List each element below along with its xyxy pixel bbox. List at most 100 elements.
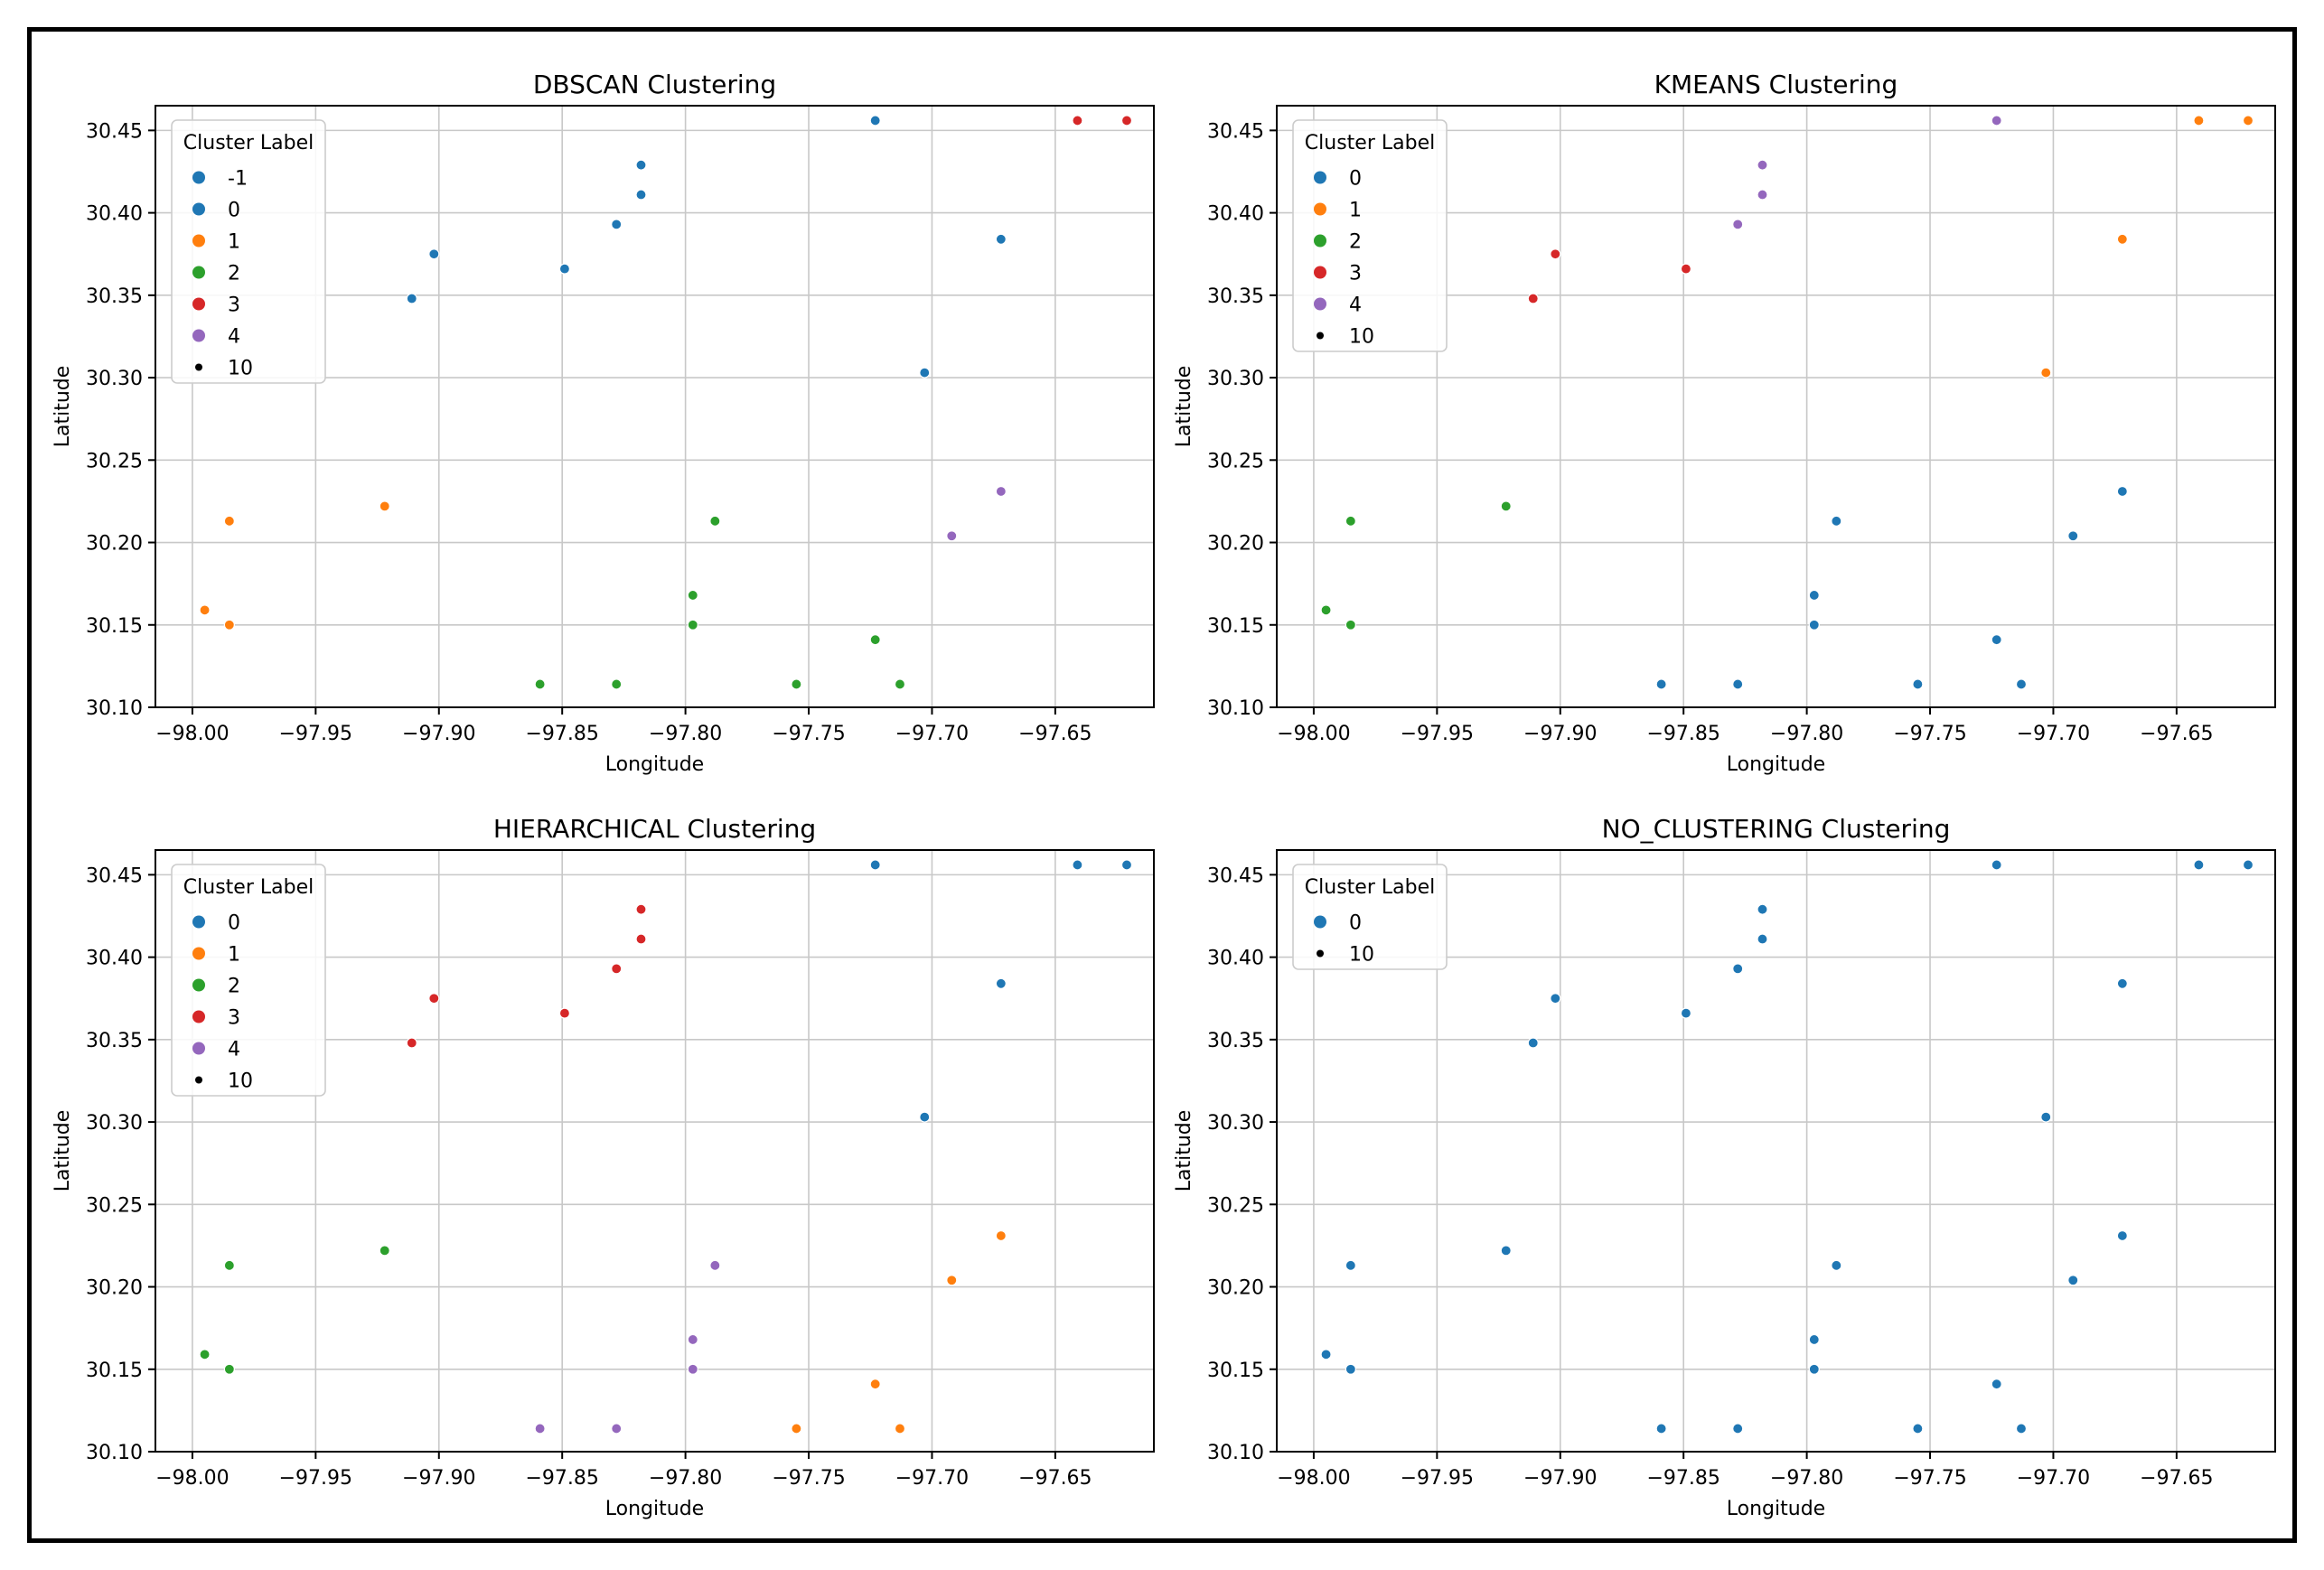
data-point [1120,859,1133,871]
data-point [1757,903,1768,915]
data-point [869,634,881,646]
x-tick-label: −97.80 [649,723,722,745]
y-tick-label: 30.20 [86,533,143,556]
data-point [1991,115,2002,126]
legend-entry-label: 1 [1349,200,1362,222]
x-axis-label: Longitude [1727,753,1825,776]
data-point [687,1333,698,1346]
data-point [223,515,235,527]
legend-size-label: 10 [1349,326,1374,349]
y-tick-label: 30.35 [1207,285,1264,308]
data-point [1808,1333,1820,1346]
legend-marker [192,947,205,960]
data-point [1732,963,1744,975]
legend-entry-label: 2 [228,976,240,998]
legend-title: Cluster Label [183,132,314,154]
legend-marker [192,1010,205,1023]
data-point [2116,1229,2128,1242]
y-tick-label: 30.15 [86,615,143,638]
x-tick-label: −97.90 [402,1467,475,1490]
x-tick-label: −98.00 [1277,723,1350,745]
y-tick-label: 30.30 [86,368,143,390]
data-point [1912,678,1924,690]
data-point [223,619,235,631]
data-point [2067,1275,2079,1286]
x-tick-label: −97.65 [2140,1467,2213,1490]
plot-area [155,105,1155,708]
data-point [995,977,1007,989]
legend-marker [192,1042,205,1055]
data-point [1757,933,1768,945]
data-point [1500,500,1512,512]
data-point [1072,859,1083,871]
y-tick-label: 30.40 [1207,203,1264,226]
data-point [1120,115,1133,126]
legend-box [1292,119,1448,352]
data-point [1831,515,1842,527]
legend-size-marker [1317,949,1324,958]
data-point [1757,189,1768,201]
data-point [2193,859,2205,871]
x-tick-label: −97.65 [1018,723,1092,745]
legend-marker [192,171,205,184]
y-tick-label: 30.25 [86,1194,143,1217]
x-tick-label: −98.00 [155,723,229,745]
chart-title: DBSCAN Clustering [533,70,776,99]
x-tick-label: −98.00 [155,1467,229,1490]
y-tick-label: 30.30 [86,1112,143,1135]
chart-title: KMEANS Clustering [1654,70,1898,99]
data-point [379,500,390,512]
x-tick-label: −97.80 [1770,723,1843,745]
y-tick-label: 30.20 [1207,1277,1264,1300]
legend-entry-label: 3 [228,1007,240,1030]
y-tick-label: 30.35 [1207,1030,1264,1052]
x-axis-label: Longitude [1727,1498,1825,1520]
data-point [2015,678,2028,690]
legend-entry-label: 1 [228,231,240,254]
data-point [1550,248,1561,260]
legend-entry-label: 4 [1349,294,1362,317]
data-point [995,485,1007,498]
data-point [1655,1423,1667,1434]
y-axis-label: Latitude [1173,1110,1195,1192]
figure-frame [27,27,2297,1543]
legend-entry-label: 2 [1349,231,1362,254]
data-point [687,1363,698,1375]
legend-box [1292,864,1448,970]
data-point [2116,977,2128,989]
data-point [1912,1423,1924,1434]
data-point [534,678,546,690]
data-point [1680,1007,1692,1019]
data-point [2116,485,2128,498]
legend-entry-label: 2 [228,263,240,285]
plot-area [1276,849,2276,1453]
legend-entry-label: 4 [228,326,240,349]
y-tick-label: 30.30 [1207,368,1264,390]
data-point [791,678,802,690]
x-tick-label: −97.65 [1018,1467,1092,1490]
data-point [2193,115,2205,126]
y-tick-label: 30.35 [86,285,143,308]
legend-entry-label: 3 [228,294,240,317]
data-point [406,293,417,304]
data-point [428,993,440,1005]
x-tick-label: −97.85 [525,723,598,745]
data-point [2040,1111,2052,1123]
data-point [2116,233,2128,245]
data-point [1345,619,1356,631]
plot-area [155,849,1155,1453]
legend-box [171,864,326,1097]
legend-marker [192,266,205,279]
data-point [1680,263,1692,275]
x-tick-label: −97.90 [1523,1467,1597,1490]
legend-title: Cluster Label [1305,132,1435,154]
chart-panel-2: −98.00 −97.95 −97.90 −97.85 −97.80 −97.75 −97.… [52,814,1155,1520]
chart-title: HIERARCHICAL Clustering [493,814,816,844]
legend-entry-label: -1 [228,168,248,191]
data-point [199,604,211,616]
data-point [223,1363,235,1375]
x-tick-label: −97.85 [1646,1467,1720,1490]
legend-size-marker [195,1076,202,1084]
data-point [199,1349,211,1360]
data-point [2242,859,2254,871]
